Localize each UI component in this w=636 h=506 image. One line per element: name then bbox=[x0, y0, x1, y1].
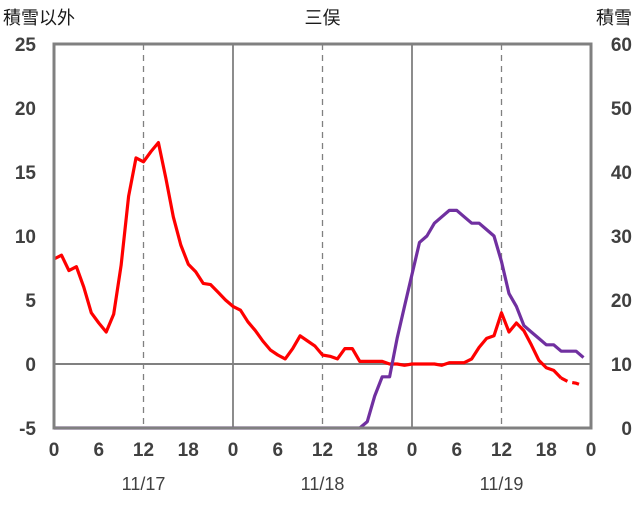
chart-title: 三俣 bbox=[305, 8, 341, 28]
y-right-tick-label: 10 bbox=[611, 355, 632, 376]
y-right-tick-label: 30 bbox=[611, 227, 632, 248]
x-tick-label: 6 bbox=[451, 440, 462, 461]
x-tick-label: 12 bbox=[491, 440, 512, 461]
date-label: 11/18 bbox=[301, 474, 345, 494]
x-tick-label: 12 bbox=[312, 440, 333, 461]
y-left-tick-label: 0 bbox=[25, 355, 36, 376]
x-tick-label: 0 bbox=[407, 440, 418, 461]
y-right-tick-label: 60 bbox=[611, 35, 632, 56]
y-left-tick-label: 10 bbox=[15, 227, 36, 248]
y-left-axis-title: 積雪以外 bbox=[3, 8, 75, 28]
plot-frame bbox=[52, 42, 593, 430]
date-label: 11/19 bbox=[480, 474, 524, 494]
series-layer bbox=[53, 141, 585, 430]
x-tick-label: 18 bbox=[357, 440, 378, 461]
x-tick-label: 12 bbox=[133, 440, 154, 461]
x-tick-label: 0 bbox=[586, 440, 597, 461]
x-tick-label: 0 bbox=[228, 440, 239, 461]
temperature-line bbox=[53, 141, 563, 380]
y-right-axis-title: 積雪 bbox=[596, 8, 632, 28]
x-tick-label: 18 bbox=[536, 440, 557, 461]
snow-depth-line bbox=[54, 208, 585, 430]
y-left-tick-label: 15 bbox=[15, 163, 37, 184]
y-left-tick-label: 20 bbox=[15, 99, 36, 120]
x-tick-label: 6 bbox=[93, 440, 104, 461]
y-right-tick-label: 0 bbox=[621, 419, 632, 440]
x-tick-label: 6 bbox=[272, 440, 283, 461]
x-tick-label: 0 bbox=[49, 440, 60, 461]
y-right-tick-label: 20 bbox=[611, 291, 632, 312]
grid-lines bbox=[54, 44, 591, 428]
y-right-tick-label: 40 bbox=[611, 163, 632, 184]
x-tick-label: 18 bbox=[178, 440, 199, 461]
temperature-line-dashed bbox=[560, 376, 585, 388]
frame-border bbox=[52, 42, 593, 430]
y-left-tick-label: 25 bbox=[15, 35, 37, 56]
y-right-tick-label: 50 bbox=[611, 99, 632, 120]
y-left-tick-label: 5 bbox=[25, 291, 36, 312]
y-left-tick-label: -5 bbox=[19, 419, 36, 440]
date-label: 11/17 bbox=[122, 474, 166, 494]
